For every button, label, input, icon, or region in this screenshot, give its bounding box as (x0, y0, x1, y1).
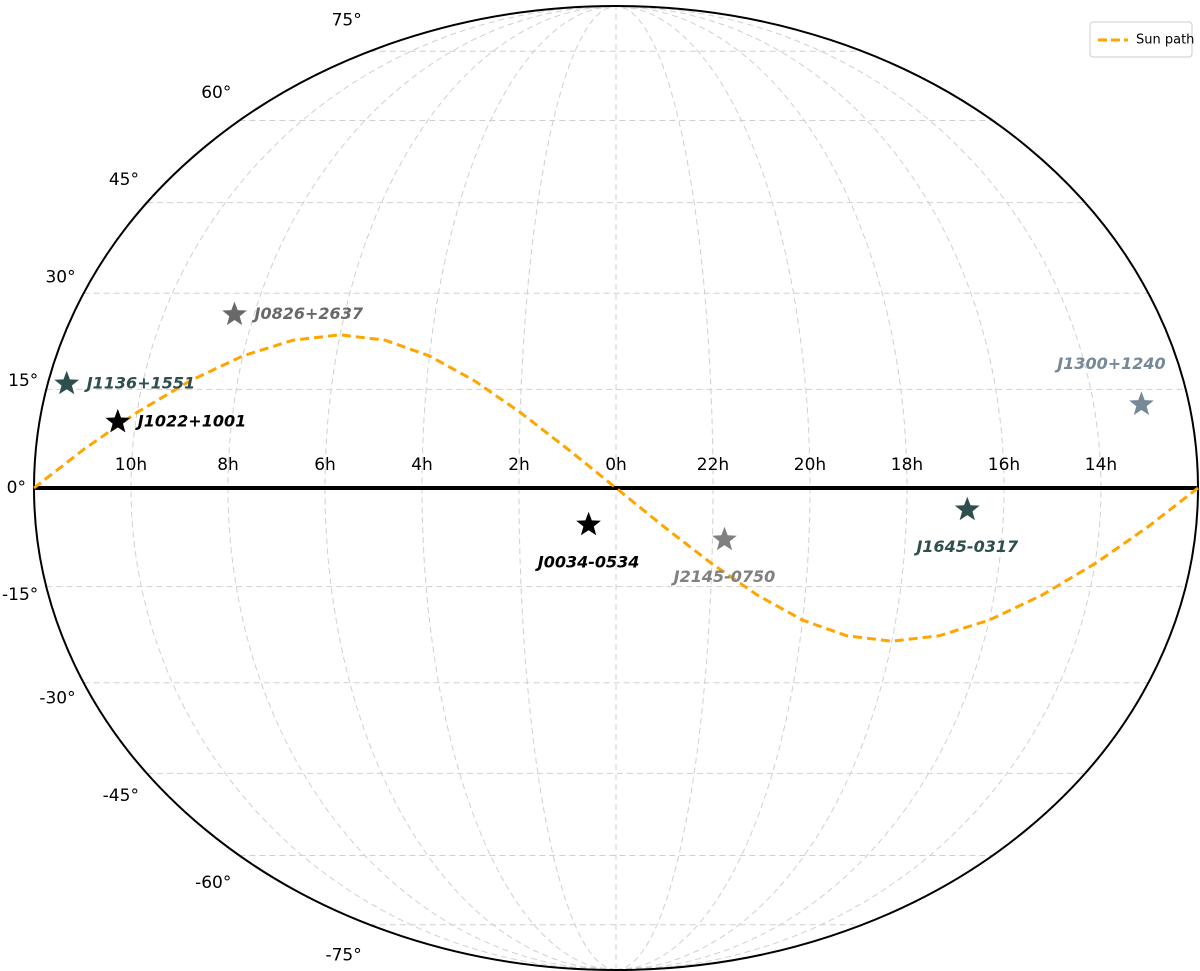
x-tick-label: 20h (794, 455, 826, 475)
pulsar-label: J1136+1551 (84, 373, 195, 392)
pulsar-marker (54, 370, 80, 395)
x-tick-label: 18h (891, 455, 923, 475)
pulsar-marker (576, 511, 601, 536)
y-tick-label: -15° (2, 585, 38, 605)
x-tick-label: 10h (115, 455, 147, 475)
y-tick-label: 0° (7, 478, 26, 498)
legend: Sun path (1089, 21, 1194, 58)
y-tick-label: -75° (325, 946, 361, 966)
pulsar-marker (712, 526, 737, 551)
x-tick-label: 22h (697, 455, 729, 475)
y-tick-label: 60° (201, 83, 231, 103)
grid-line (130, 5, 617, 971)
pulsar-marker (1129, 391, 1154, 416)
y-tick-label: 30° (45, 267, 75, 287)
y-tick-label: -30° (39, 689, 75, 709)
grid-line (324, 5, 617, 971)
x-tick-label: 2h (508, 455, 530, 475)
pulsar-label: J1300+1240 (1054, 354, 1165, 373)
y-tick-label: 75° (332, 10, 362, 30)
y-tick-label: 45° (109, 170, 139, 190)
grid-line (615, 5, 908, 971)
x-tick-label: 6h (314, 455, 336, 475)
x-tick-label: 14h (1085, 455, 1117, 475)
pulsar-label: J0826+2637 (252, 304, 364, 323)
x-tick-label: 4h (411, 455, 433, 475)
legend-box (1089, 21, 1193, 58)
grid-line (615, 5, 1102, 971)
pulsar-label: J0034-0534 (535, 552, 640, 571)
pulsar-label: J1645-0317 (913, 537, 1019, 556)
y-tick-label: 15° (8, 371, 38, 391)
y-tick-label: -60° (195, 873, 231, 893)
pulsar-marker (105, 408, 131, 433)
legend-label: Sun path (1136, 33, 1194, 48)
pulsar-marker (954, 496, 980, 521)
x-tick-label: 16h (988, 455, 1020, 475)
pulsar-label: J2145-0750 (671, 567, 776, 586)
x-tick-label: 0h (605, 455, 627, 475)
y-tick-label: -45° (103, 786, 139, 806)
pulsar-label: J1022+1001 (135, 411, 246, 430)
pulsar-marker (222, 301, 247, 326)
x-tick-label: 8h (217, 455, 239, 475)
